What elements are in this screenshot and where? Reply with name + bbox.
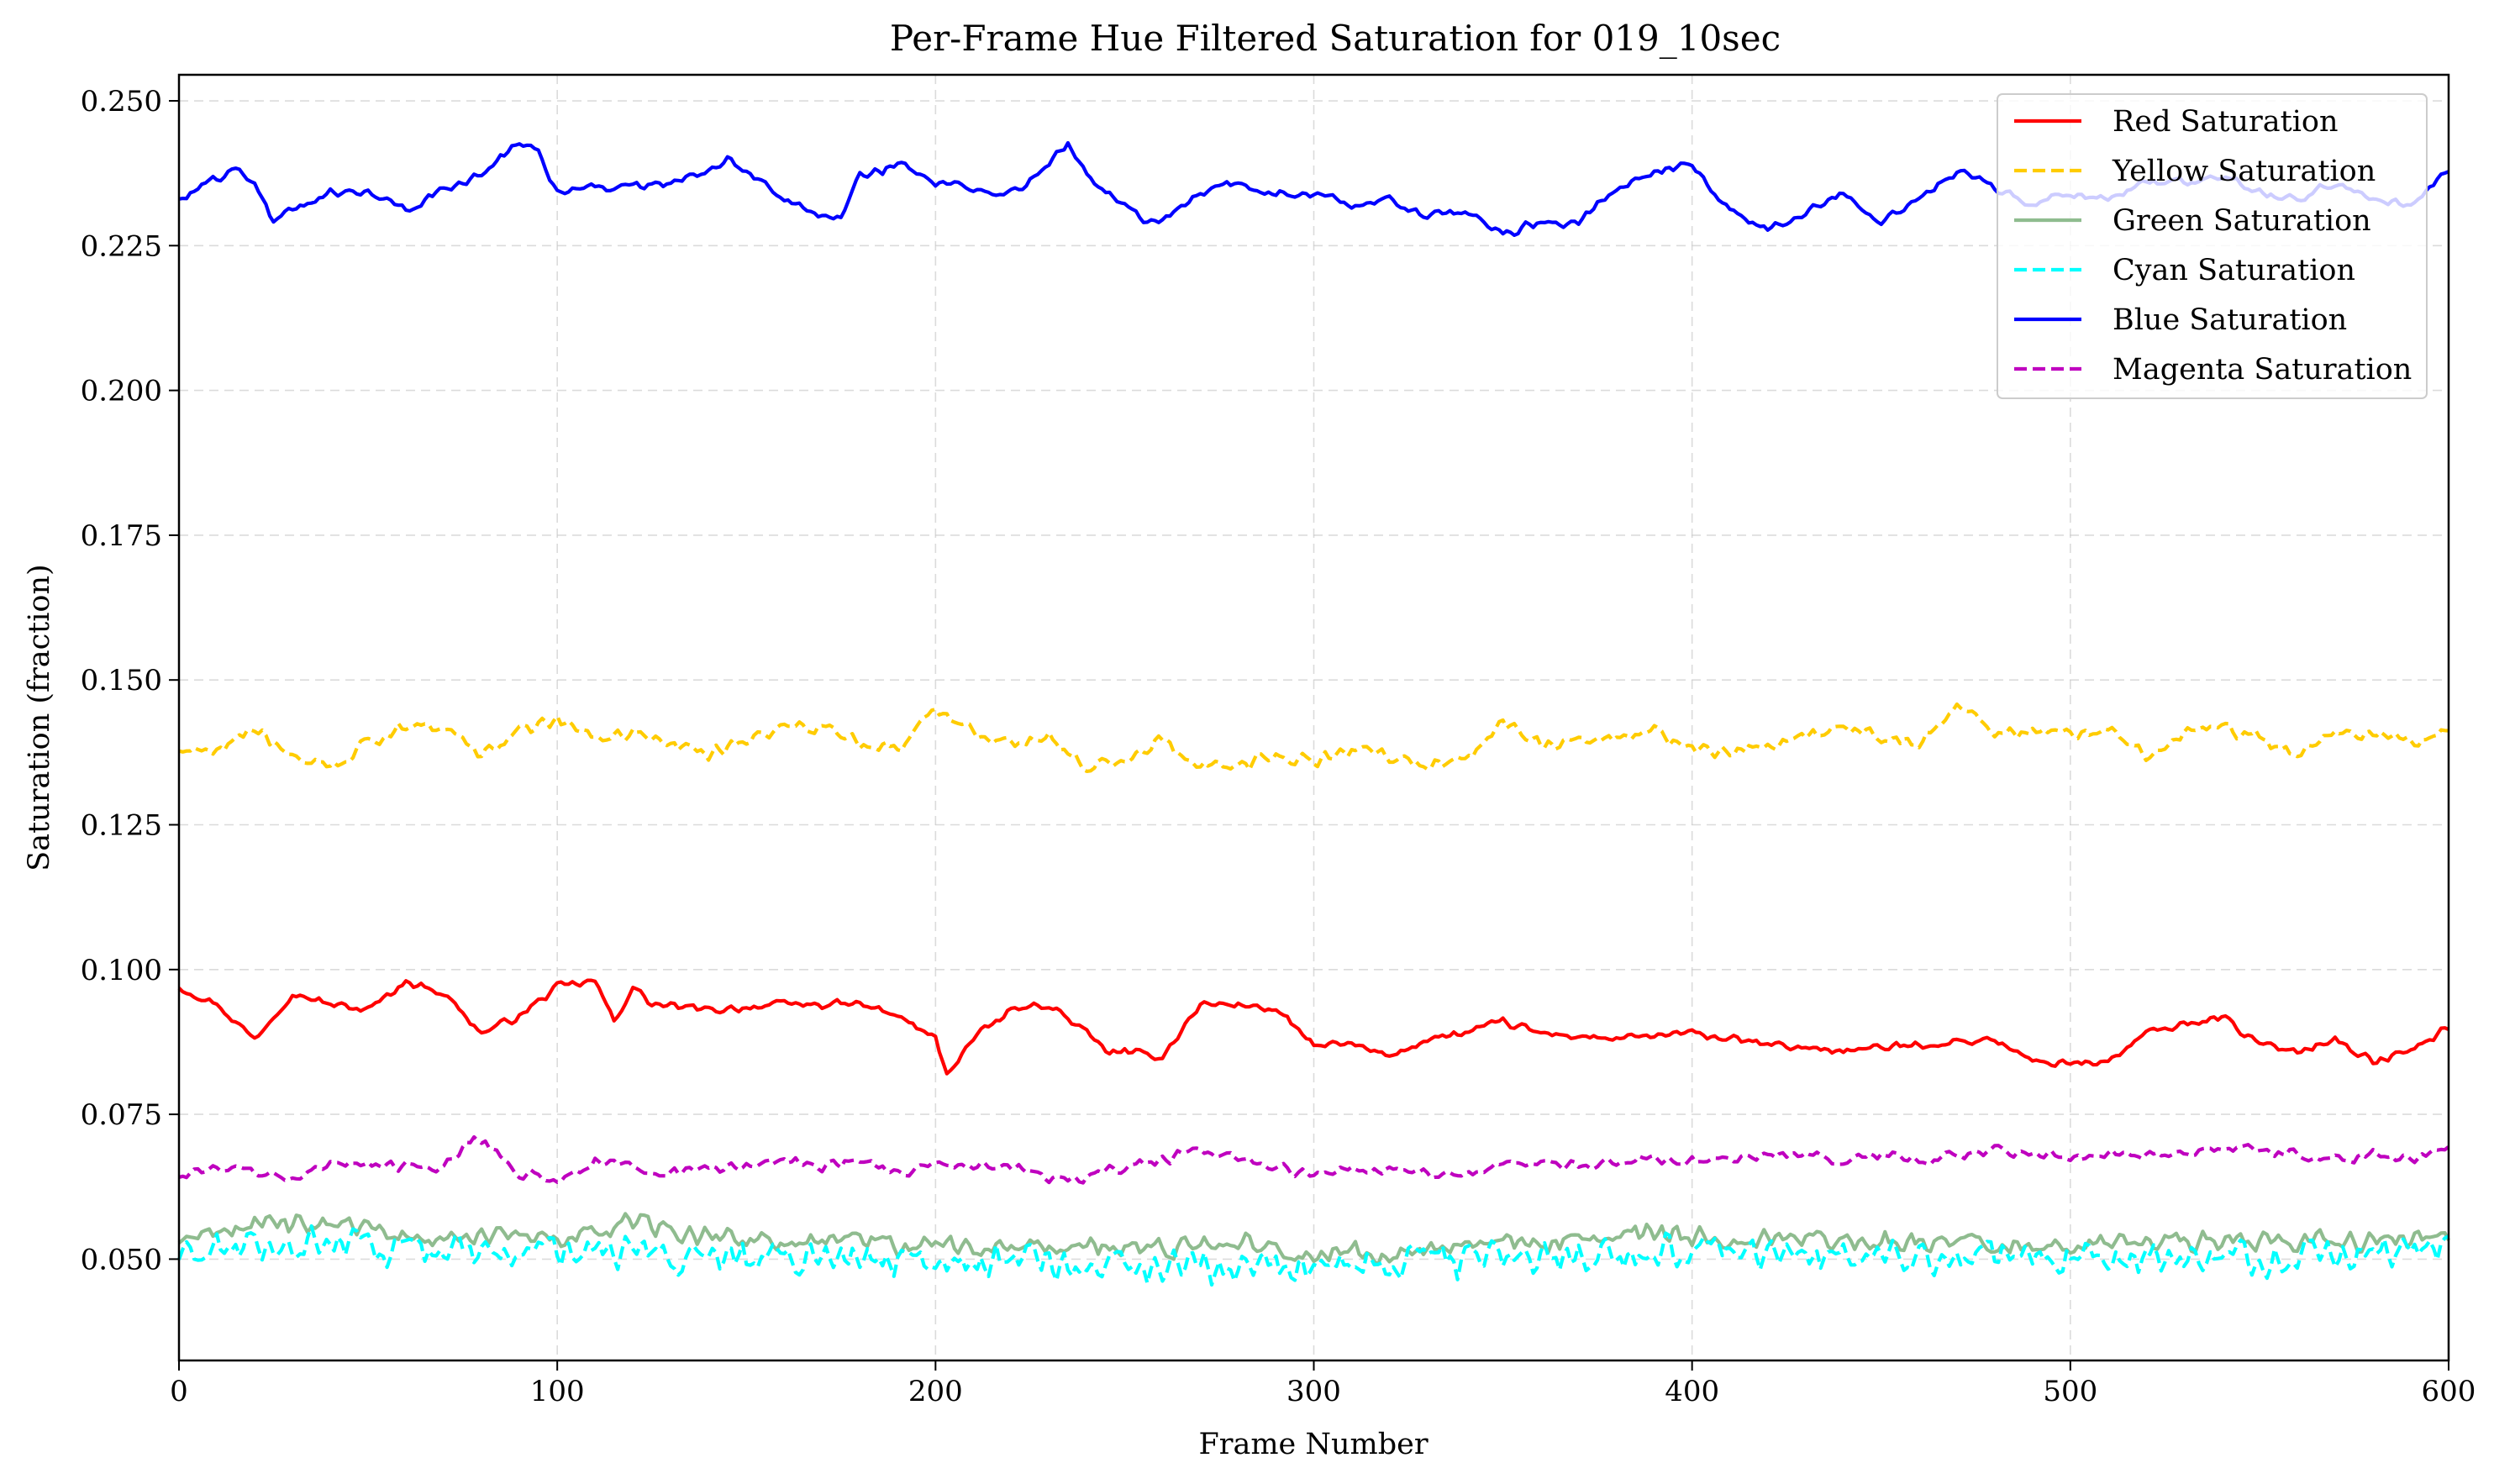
x-axis-label: Frame Number: [1198, 1428, 1428, 1461]
legend-label: Green Saturation: [2113, 204, 2371, 238]
y-tick-label: 0.250: [81, 85, 162, 118]
legend-label: Blue Saturation: [2113, 303, 2347, 337]
legend-label: Red Saturation: [2113, 105, 2339, 139]
legend: Red Saturation Yellow Saturation Green Sat…: [1997, 93, 2428, 399]
y-tick-label: 0.200: [81, 375, 162, 408]
legend-label: Yellow Saturation: [2112, 155, 2376, 188]
legend-label: Cyan Saturation: [2113, 254, 2355, 287]
y-tick-label: 0.175: [81, 519, 162, 553]
x-tick-label: 300: [1286, 1375, 1341, 1408]
x-tick-label: 100: [530, 1375, 585, 1408]
legend-box: [1997, 93, 2428, 399]
x-tick-label: 500: [2043, 1375, 2097, 1408]
yellow-saturation-line: [178, 702, 2449, 774]
y-tick-label: 0.075: [81, 1098, 162, 1132]
cyan-saturation-line: [177, 1224, 2449, 1287]
x-tick-label: 400: [1665, 1375, 1719, 1408]
x-tick-label: 600: [2422, 1375, 2476, 1408]
magenta-saturation-line: [178, 1134, 2450, 1185]
y-tick-label: 0.225: [81, 229, 162, 263]
red-saturation-line: [177, 978, 2449, 1076]
x-tick-label: 0: [170, 1375, 188, 1408]
y-tick-label: 0.050: [81, 1243, 162, 1276]
x-tick-label: 200: [908, 1375, 963, 1408]
y-tick-label: 0.125: [81, 809, 162, 843]
green-saturation-line: [177, 1212, 2450, 1266]
axis-ticks: 0 100 200 300 400 500 600 0.050 0.075 0.100 0.125 0…: [81, 85, 2476, 1408]
y-axis-label: Saturation (fraction): [23, 564, 56, 871]
chart-title: Per-Frame Hue Filtered Saturation for 01…: [890, 18, 1781, 59]
y-tick-label: 0.150: [81, 664, 162, 697]
plot-series: [177, 140, 2450, 1287]
legend-label: Magenta Saturation: [2113, 353, 2412, 387]
y-tick-label: 0.100: [81, 954, 162, 987]
